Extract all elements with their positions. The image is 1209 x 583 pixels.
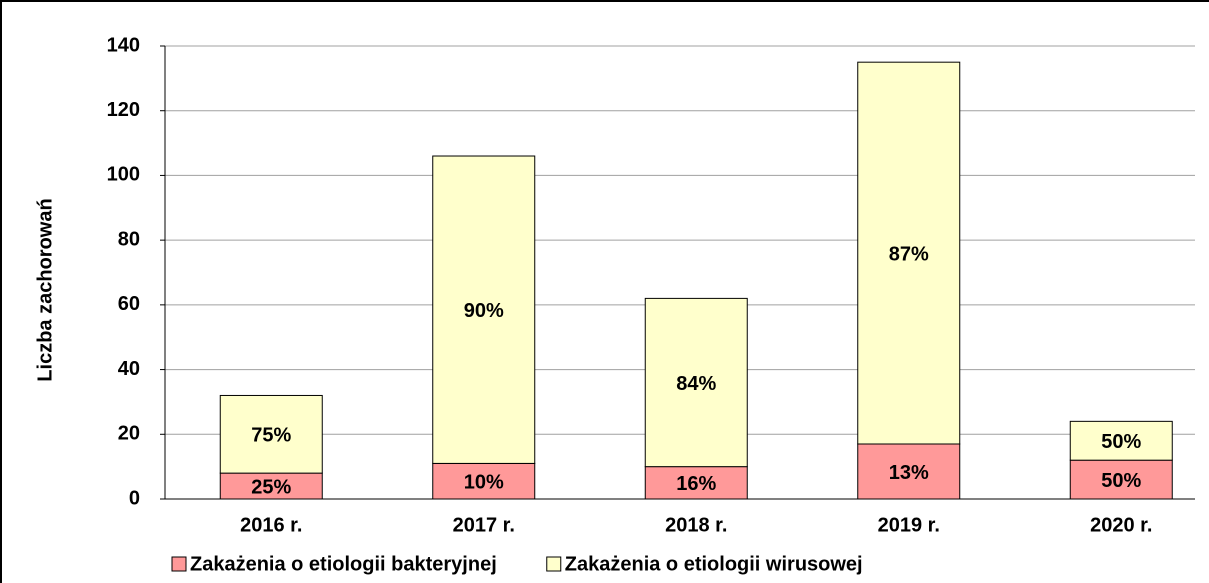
y-axis-label: Liczba zachorowań <box>34 198 56 381</box>
data-label: 84% <box>676 373 716 395</box>
legend-label: Zakażenia o etiologii bakteryjnej <box>190 553 497 575</box>
y-tick-label: 20 <box>118 423 140 445</box>
data-label: 87% <box>889 243 929 265</box>
x-tick-label: 2016 r. <box>240 514 302 536</box>
x-tick-label: 2017 r. <box>453 514 515 536</box>
y-tick-label: 140 <box>107 34 140 56</box>
bar-segment <box>644 297 748 468</box>
y-tick-label: 100 <box>107 164 140 186</box>
data-label: 13% <box>889 462 929 484</box>
data-label: 16% <box>676 473 716 495</box>
bar-segment <box>857 61 961 445</box>
y-tick-label: 60 <box>118 293 140 315</box>
x-tick-label: 2018 r. <box>665 514 727 536</box>
data-label: 50% <box>1101 470 1141 492</box>
bar-segment <box>1069 420 1173 461</box>
data-label: 90% <box>464 300 504 322</box>
data-label: 75% <box>251 425 291 447</box>
x-tick-label: 2019 r. <box>878 514 940 536</box>
y-tick-label: 40 <box>118 358 140 380</box>
x-tick-label: 2020 r. <box>1090 514 1152 536</box>
bar-segment <box>219 394 323 474</box>
data-label: 10% <box>464 471 504 493</box>
legend-swatch <box>546 556 562 572</box>
y-tick-label: 0 <box>129 487 140 509</box>
bar-segment <box>857 443 961 500</box>
legend-swatch <box>171 556 187 572</box>
y-tick-label: 120 <box>107 99 140 121</box>
bar-segment <box>432 155 536 464</box>
y-tick-label: 80 <box>118 228 140 250</box>
bar-segment <box>644 466 748 500</box>
legend-label: Zakażenia o etiologii wirusowej <box>565 553 863 575</box>
data-label: 25% <box>251 476 291 498</box>
data-label: 50% <box>1101 431 1141 453</box>
bar-segment <box>1069 459 1173 500</box>
